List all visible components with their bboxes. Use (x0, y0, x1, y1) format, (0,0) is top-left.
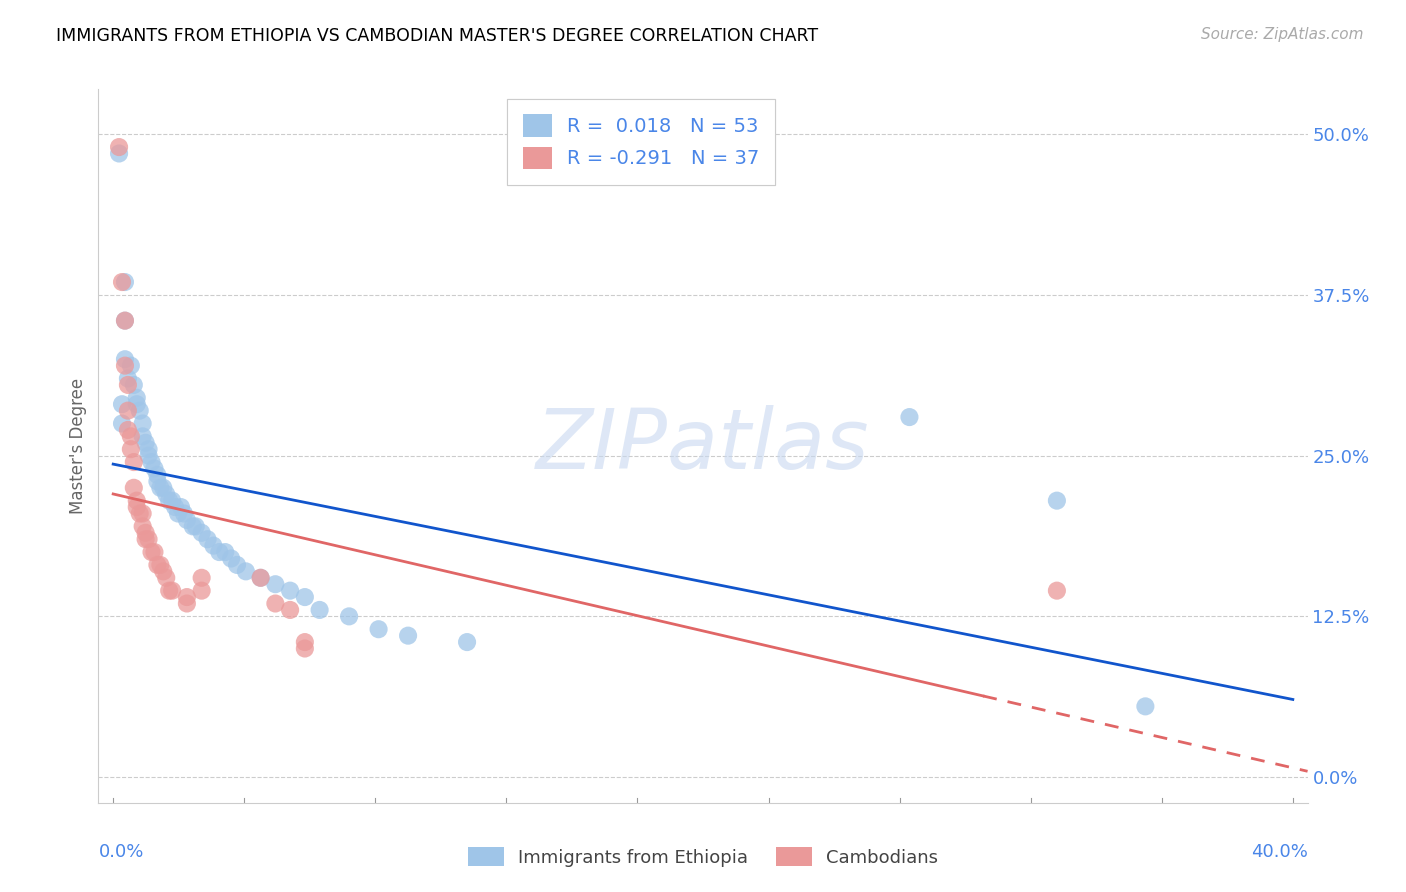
Point (141, 545, 163, 559)
Point (125, 397, 148, 411)
Point (160, 583, 183, 598)
Y-axis label: Master's Degree: Master's Degree (69, 378, 87, 514)
Point (367, 622, 389, 636)
Point (173, 507, 195, 521)
Point (149, 481, 172, 495)
Point (138, 449, 160, 463)
Text: 0.0%: 0.0% (98, 843, 143, 861)
Point (125, 391, 148, 405)
Point (1135, 699, 1157, 714)
Point (190, 525, 212, 540)
Point (226, 558, 249, 572)
Point (146, 558, 169, 572)
Point (396, 629, 419, 643)
Point (114, 313, 136, 327)
Point (122, 481, 145, 495)
Point (146, 467, 169, 482)
Point (117, 423, 139, 437)
Text: IMMIGRANTS FROM ETHIOPIA VS CAMBODIAN MASTER'S DEGREE CORRELATION CHART: IMMIGRANTS FROM ETHIOPIA VS CAMBODIAN MA… (56, 27, 818, 45)
Point (108, 146, 131, 161)
Point (202, 539, 225, 553)
Point (170, 500, 193, 514)
Point (146, 475, 169, 489)
Point (114, 359, 136, 373)
Legend: Immigrants from Ethiopia, Cambodians: Immigrants from Ethiopia, Cambodians (461, 840, 945, 874)
Point (337, 609, 360, 624)
Point (157, 493, 180, 508)
Point (125, 493, 148, 508)
Point (111, 417, 134, 431)
Point (138, 442, 160, 457)
Text: Source: ZipAtlas.com: Source: ZipAtlas.com (1201, 27, 1364, 42)
Point (160, 493, 183, 508)
Point (108, 140, 131, 154)
Point (176, 513, 198, 527)
Point (135, 533, 157, 547)
Point (122, 378, 145, 392)
Point (152, 565, 174, 579)
Point (898, 410, 921, 425)
Point (176, 597, 198, 611)
Point (114, 275, 136, 289)
Point (157, 583, 180, 598)
Point (120, 429, 142, 443)
Point (125, 500, 148, 514)
Point (141, 455, 163, 469)
Point (152, 481, 174, 495)
Point (114, 313, 136, 327)
Point (278, 583, 301, 598)
Point (278, 603, 301, 617)
Point (184, 519, 207, 533)
Point (197, 533, 219, 547)
Point (143, 461, 166, 475)
Legend: R =  0.018   N = 53, R = -0.291   N = 37: R = 0.018 N = 53, R = -0.291 N = 37 (508, 99, 775, 185)
Point (155, 487, 177, 501)
Point (128, 507, 150, 521)
Point (131, 519, 153, 533)
Point (294, 641, 316, 656)
Point (128, 403, 150, 417)
Point (131, 429, 153, 443)
Point (249, 571, 271, 585)
Point (264, 577, 287, 591)
Point (181, 519, 204, 533)
Point (294, 590, 316, 604)
Point (131, 417, 153, 431)
Point (214, 545, 236, 559)
Point (167, 507, 190, 521)
Point (176, 590, 198, 604)
Point (155, 571, 177, 585)
Point (117, 378, 139, 392)
Point (114, 352, 136, 367)
Point (131, 507, 153, 521)
Point (111, 275, 134, 289)
Point (122, 455, 145, 469)
Point (135, 525, 157, 540)
Point (190, 571, 212, 585)
Point (117, 403, 139, 417)
Point (308, 603, 330, 617)
Point (120, 359, 142, 373)
Point (190, 583, 212, 598)
Point (456, 635, 478, 649)
Point (249, 571, 271, 585)
Point (149, 558, 172, 572)
Text: ZIPatlas: ZIPatlas (536, 406, 870, 486)
Point (111, 397, 134, 411)
Point (219, 551, 242, 566)
Point (143, 545, 166, 559)
Point (235, 565, 257, 579)
Point (120, 442, 142, 457)
Text: 40.0%: 40.0% (1251, 843, 1308, 861)
Point (1046, 583, 1069, 598)
Point (264, 597, 287, 611)
Point (1046, 493, 1069, 508)
Point (165, 500, 187, 514)
Point (117, 371, 139, 385)
Point (208, 545, 231, 559)
Point (294, 635, 316, 649)
Point (138, 533, 160, 547)
Point (135, 435, 157, 450)
